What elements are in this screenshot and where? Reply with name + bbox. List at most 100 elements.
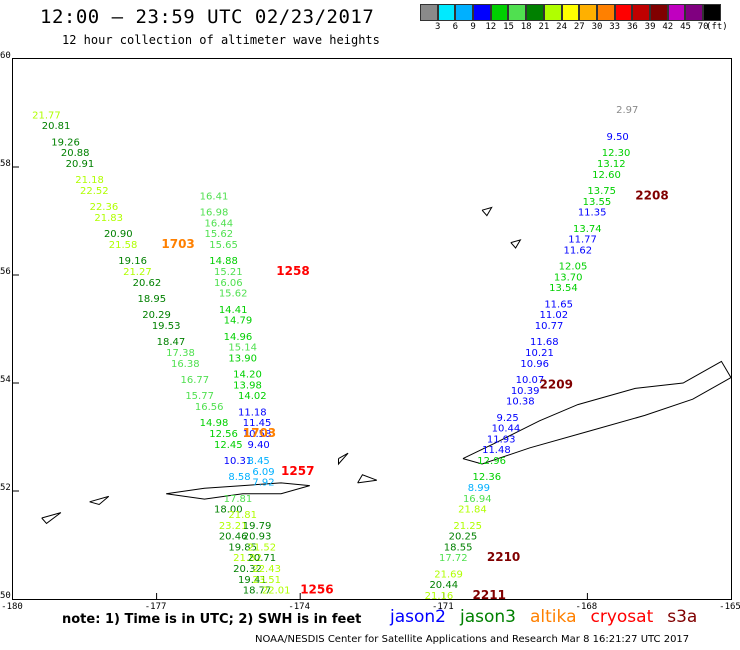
wave-height-value: 10.38 bbox=[506, 397, 535, 408]
wave-height-value: 9.40 bbox=[248, 440, 270, 451]
wave-height-value: 20.62 bbox=[133, 278, 162, 289]
wave-height-value: 20.46 bbox=[219, 532, 248, 543]
wave-height-value: 12.45 bbox=[214, 440, 243, 451]
satellite-name: jason3 bbox=[460, 607, 516, 627]
legend-label: 15 bbox=[503, 22, 514, 32]
wave-height-value: 13.98 bbox=[233, 380, 262, 391]
longitude-label: -165 bbox=[719, 602, 740, 612]
color-scale-labels: 3 6 9 12 15 18 21 24 27 30 33 36 39 42 45 70 (ft) bbox=[420, 22, 740, 34]
legend-swatch bbox=[632, 4, 650, 21]
wave-height-value: 16.06 bbox=[214, 278, 243, 289]
coastline bbox=[89, 495, 110, 506]
wave-height-value: 21.25 bbox=[453, 521, 482, 532]
wave-height-value: 21.69 bbox=[434, 569, 463, 580]
satellite-name: s3a bbox=[667, 607, 698, 627]
wave-height-value: 10.77 bbox=[535, 321, 564, 332]
latitude-label: 58 bbox=[0, 159, 11, 169]
wave-height-value: 21.81 bbox=[228, 510, 257, 521]
latitude-label: 52 bbox=[0, 483, 11, 493]
legend-label: 70 bbox=[697, 22, 709, 32]
wave-height-value: 18.77 bbox=[243, 586, 272, 597]
color-scale-legend bbox=[420, 4, 721, 21]
coastline bbox=[481, 206, 493, 217]
satellite-legend: jason2 jason3 altika cryosat s3a bbox=[390, 607, 711, 627]
footer-credit: NOAA/NESDIS Center for Satellite Applica… bbox=[255, 634, 690, 645]
coastline bbox=[510, 239, 522, 249]
wave-height-value: 13.70 bbox=[554, 272, 583, 283]
wave-height-value: 12.30 bbox=[602, 148, 631, 159]
wave-height-value: 16.77 bbox=[181, 375, 210, 386]
longitude-label: -177 bbox=[144, 602, 167, 612]
wave-height-value: 11.02 bbox=[540, 310, 569, 321]
wave-height-value: 2.97 bbox=[616, 105, 638, 116]
satellite-name: cryosat bbox=[590, 607, 654, 627]
wave-height-value: 19.41 bbox=[238, 575, 267, 586]
wave-height-value: 20.81 bbox=[42, 121, 71, 132]
wave-height-value: 21.16 bbox=[425, 591, 454, 599]
wave-height-value: 11.65 bbox=[544, 299, 573, 310]
legend-swatch bbox=[649, 4, 668, 21]
wave-height-value: 14.96 bbox=[224, 332, 253, 343]
pass-label: 1703 bbox=[243, 426, 276, 440]
wave-height-value: 10.44 bbox=[492, 424, 521, 435]
wave-height-value: 20.29 bbox=[142, 310, 171, 321]
wave-height-value: 19.53 bbox=[152, 321, 181, 332]
wave-height-value: 23.51 bbox=[252, 575, 281, 586]
latitude-label: 54 bbox=[0, 375, 11, 385]
legend-label: 6 bbox=[452, 22, 459, 32]
wave-height-value: 9.25 bbox=[496, 413, 518, 424]
wave-height-value: 16.94 bbox=[463, 494, 492, 505]
wave-height-value: 13.55 bbox=[583, 197, 612, 208]
wave-height-value: 7.92 bbox=[252, 478, 274, 489]
legend-label: (ft) bbox=[706, 22, 728, 32]
wave-height-value: 21.52 bbox=[248, 542, 277, 553]
wave-height-value: 17.38 bbox=[166, 348, 195, 359]
wave-height-value: 10.07 bbox=[516, 375, 545, 386]
wave-height-value: 18.55 bbox=[444, 542, 473, 553]
coastline bbox=[357, 474, 377, 484]
wave-height-value: 21.18 bbox=[75, 175, 104, 186]
wave-height-value: 21.77 bbox=[32, 110, 61, 121]
wave-height-value: 22.01 bbox=[262, 586, 291, 597]
legend-label: 24 bbox=[556, 22, 568, 32]
legend-swatch bbox=[614, 4, 633, 21]
map-panel: 21.77 20.81 19.26 20.88 20.91 21.18 22.52 22.36… bbox=[12, 58, 732, 600]
wave-height-value: 12.56 bbox=[209, 429, 238, 440]
pass-label: 2208 bbox=[635, 188, 668, 202]
satellite-name: jason2 bbox=[390, 607, 446, 627]
legend-swatch bbox=[420, 4, 438, 21]
legend-swatch bbox=[526, 4, 544, 21]
legend-swatch bbox=[596, 4, 615, 21]
chart-subtitle: 12 hour collection of altimeter wave hei… bbox=[62, 33, 380, 47]
pass-label: 2211 bbox=[473, 588, 506, 599]
legend-swatch bbox=[703, 4, 721, 21]
longitude-label: -168 bbox=[575, 602, 598, 612]
pass-label: 2209 bbox=[540, 377, 573, 391]
wave-height-value: 18.00 bbox=[214, 505, 243, 516]
wave-height-value: 15.62 bbox=[204, 229, 233, 240]
wave-height-value: 16.44 bbox=[204, 218, 233, 229]
wave-height-value: 12.36 bbox=[473, 472, 502, 483]
wave-height-value: 15.77 bbox=[185, 391, 214, 402]
pass-label: 1258 bbox=[276, 264, 309, 278]
wave-height-value: 10.31 bbox=[224, 456, 253, 467]
wave-height-value: 21.58 bbox=[109, 240, 138, 251]
wave-height-value: 23.21 bbox=[219, 521, 248, 532]
wave-height-value: 6.09 bbox=[252, 467, 274, 478]
wave-height-value: 20.25 bbox=[449, 532, 478, 543]
wave-height-value: 18.95 bbox=[137, 294, 166, 305]
wave-height-value: 21.83 bbox=[94, 213, 123, 224]
wave-height-value: 20.32 bbox=[233, 564, 262, 575]
wave-height-value: 14.20 bbox=[233, 370, 262, 381]
wave-height-value: 22.36 bbox=[90, 202, 119, 213]
wave-height-value: 14.41 bbox=[219, 305, 248, 316]
legend-label: 12 bbox=[485, 22, 497, 32]
legend-label: 45 bbox=[680, 22, 691, 32]
wave-height-value: 11.68 bbox=[530, 337, 559, 348]
wave-height-value: 8.45 bbox=[248, 456, 270, 467]
wave-height-value: 16.98 bbox=[200, 208, 229, 219]
wave-height-value: 10.39 bbox=[511, 386, 540, 397]
legend-label: 18 bbox=[520, 22, 532, 32]
note-text: note: 1) Time is in UTC; 2) SWH is in fe… bbox=[62, 612, 362, 627]
